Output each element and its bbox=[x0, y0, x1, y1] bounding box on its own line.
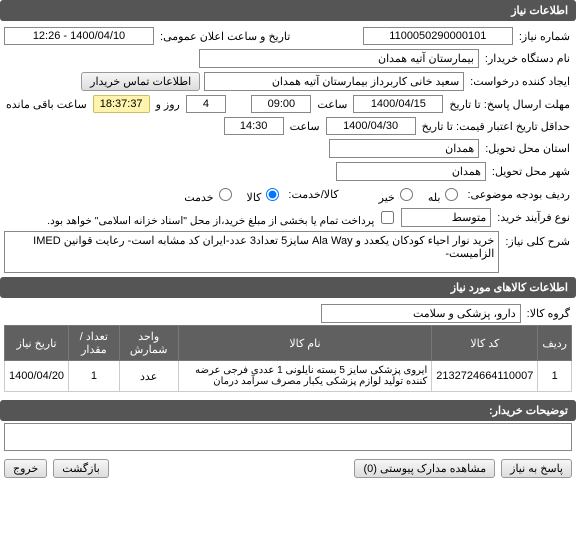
field-city: همدان bbox=[336, 162, 486, 181]
field-announce-dt: 1400/04/10 - 12:26 bbox=[4, 27, 154, 45]
label-purchase-note: پرداخت تمام یا بخشی از مبلغ خرید،از محل … bbox=[47, 215, 374, 227]
back-button[interactable]: بازگشت bbox=[53, 459, 109, 478]
field-need-no: 1100050290000101 bbox=[363, 27, 513, 45]
label-item: کالا bbox=[247, 192, 262, 204]
purchase-note-wrap[interactable]: پرداخت تمام یا بخشی از مبلغ خرید،از محل … bbox=[47, 208, 397, 227]
radio-service-wrap[interactable]: خدمت bbox=[184, 185, 234, 204]
label-time1: ساعت bbox=[315, 98, 349, 111]
label-province: استان محل تحویل bbox=[483, 142, 572, 155]
label-need-no: شماره نیاز bbox=[517, 30, 572, 43]
field-details bbox=[4, 231, 499, 273]
radio-service[interactable] bbox=[219, 188, 232, 201]
buyer-comments-box bbox=[4, 423, 572, 451]
table-cell: 1 bbox=[69, 361, 120, 392]
label-time2: ساعت bbox=[288, 120, 322, 133]
label-budget-row: ردیف بودجه موضوعی bbox=[465, 188, 572, 201]
field-days-left: 4 bbox=[186, 95, 226, 113]
items-table: ردیفکد کالانام کالاواحد شمارشتعداد / مقد… bbox=[4, 325, 572, 392]
items-col-header: ردیف bbox=[538, 326, 572, 361]
label-yes: بله bbox=[428, 192, 441, 204]
radio-budget-yes-wrap[interactable]: بله bbox=[428, 185, 462, 204]
table-cell: 2132724664110007 bbox=[432, 361, 538, 392]
table-cell: 1 bbox=[538, 361, 572, 392]
label-buyer-org: نام دستگاه خریدار bbox=[483, 52, 572, 65]
section-items-info: اطلاعات کالاهای مورد نیاز bbox=[0, 277, 576, 298]
items-col-header: واحد شمارش bbox=[119, 326, 178, 361]
field-buyer-org: بیمارستان آتیه همدان bbox=[199, 49, 479, 68]
items-col-header: نام کالا bbox=[178, 326, 432, 361]
label-day: روز و bbox=[154, 98, 182, 111]
field-price-date: 1400/04/30 bbox=[326, 117, 416, 135]
exit-button[interactable]: خروج bbox=[4, 459, 47, 478]
table-cell: عدد bbox=[119, 361, 178, 392]
field-item-group: دارو، پزشکی و سلامت bbox=[321, 304, 521, 323]
field-creator: سعید خانی کاربرداز بیمارستان آتیه همدان bbox=[204, 72, 464, 91]
field-purchase-type: متوسط bbox=[401, 208, 491, 227]
label-creator: ایجاد کننده درخواست bbox=[468, 75, 572, 88]
section-buyer-comments: توضیحات خریدار: bbox=[0, 400, 576, 421]
radio-item[interactable] bbox=[266, 188, 279, 201]
table-cell: 1400/04/20 bbox=[5, 361, 69, 392]
contact-info-button[interactable]: اطلاعات تماس خریدار bbox=[81, 72, 200, 91]
radio-budget-no[interactable] bbox=[400, 188, 413, 201]
label-price-validity: حداقل تاریخ اعتبار قیمت: تا تاریخ bbox=[420, 120, 572, 133]
items-col-header: تعداد / مقدار bbox=[69, 326, 120, 361]
label-item-group: گروه کالا bbox=[525, 307, 572, 320]
attachments-button[interactable]: مشاهده مدارک پیوستی (0) bbox=[354, 459, 495, 478]
footer: پاسخ به نیاز مشاهده مدارک پیوستی (0) باز… bbox=[0, 453, 576, 484]
section-need-info: اطلاعات نیاز bbox=[0, 0, 576, 21]
field-reply-date: 1400/04/15 bbox=[353, 95, 443, 113]
timer: 18:37:37 bbox=[93, 95, 150, 113]
label-details: شرح کلی نیاز bbox=[503, 231, 572, 248]
label-purchase-type: نوع فرآیند خرید bbox=[495, 211, 572, 224]
form-main: شماره نیاز 1100050290000101 تاریخ و ساعت… bbox=[0, 23, 576, 277]
field-province: همدان bbox=[329, 139, 479, 158]
radio-budget-no-wrap[interactable]: خیر bbox=[379, 185, 416, 204]
reply-button[interactable]: پاسخ به نیاز bbox=[501, 459, 572, 478]
table-row: 12132724664110007ایروی پزشکی سایز 5 بسته… bbox=[5, 361, 572, 392]
label-reply-deadline: مهلت ارسال پاسخ: تا تاریخ bbox=[447, 98, 572, 111]
checkbox-treasury[interactable] bbox=[381, 211, 394, 224]
label-city: شهر محل تحویل bbox=[490, 165, 572, 178]
label-remaining: ساعت باقی مانده bbox=[4, 98, 89, 111]
field-price-time: 14:30 bbox=[224, 117, 284, 135]
label-item-or-service: کالا/خدمت bbox=[286, 188, 340, 201]
field-reply-time: 09:00 bbox=[251, 95, 311, 113]
items-col-header: تاریخ نیاز bbox=[5, 326, 69, 361]
label-service: خدمت bbox=[184, 192, 213, 204]
items-col-header: کد کالا bbox=[432, 326, 538, 361]
label-announce-dt: تاریخ و ساعت اعلان عمومی bbox=[158, 30, 292, 43]
radio-budget-yes[interactable] bbox=[445, 188, 458, 201]
radio-item-wrap[interactable]: کالا bbox=[247, 185, 283, 204]
label-no: خیر bbox=[379, 192, 395, 204]
table-cell: ایروی پزشکی سایز 5 بسته نایلونی 1 عددی ف… bbox=[178, 361, 432, 392]
